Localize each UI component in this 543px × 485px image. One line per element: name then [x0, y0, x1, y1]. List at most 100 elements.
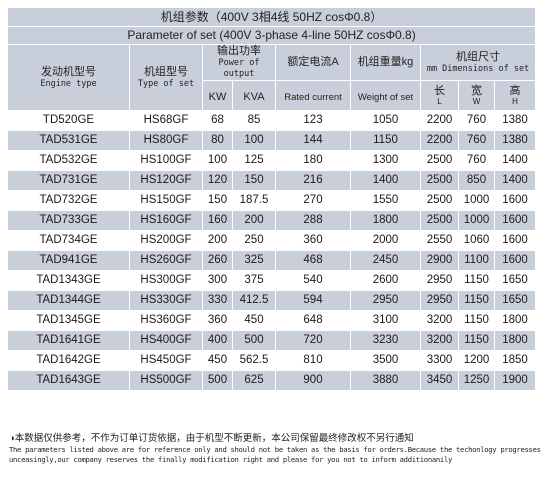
header-power-cn: 输出功率 [203, 45, 275, 58]
cell-rated-current: 540 [276, 271, 351, 291]
cell-engine-type: TAD941GE [8, 251, 130, 271]
cell-engine-type: TAD731GE [8, 171, 130, 191]
table-row: TAD1343GE HS300GF 300 375 540 2600 2950 1150 165… [8, 271, 535, 291]
header-kva: KVA [233, 81, 276, 111]
cell-width: 760 [459, 111, 495, 131]
cell-set-type: HS330GF [130, 291, 203, 311]
table-row: TAD733GE HS160GF 160 200 288 1800 2500 1000 1600 [8, 211, 535, 231]
cell-width: 1000 [459, 191, 495, 211]
cell-length: 2550 [421, 231, 459, 251]
cell-length: 2200 [421, 111, 459, 131]
cell-power-kw: 100 [203, 151, 233, 171]
cell-height: 1400 [495, 151, 535, 171]
header-set-en: Type of set [130, 79, 202, 90]
cell-rated-current: 648 [276, 311, 351, 331]
cell-length: 3450 [421, 371, 459, 391]
cell-set-type: HS68GF [130, 111, 203, 131]
cell-width: 1100 [459, 251, 495, 271]
cell-set-type: HS360GF [130, 311, 203, 331]
header-current-en: Rated current [276, 81, 351, 111]
cell-power-kva: 100 [233, 131, 276, 151]
cell-set-type: HS400GF [130, 331, 203, 351]
cell-engine-type: TAD1345GE [8, 311, 130, 331]
cell-power-kva: 325 [233, 251, 276, 271]
cell-height: 1650 [495, 291, 535, 311]
cell-power-kva: 187.5 [233, 191, 276, 211]
cell-weight: 2950 [351, 291, 421, 311]
cell-set-type: HS160GF [130, 211, 203, 231]
cell-length: 2500 [421, 151, 459, 171]
cell-set-type: HS260GF [130, 251, 203, 271]
table-title-cn: 机组参数（400V 3相4线 50HZ cosΦ0.8） [8, 8, 535, 27]
disclaimer-en-1: The parameters listed above are for refe… [9, 445, 539, 455]
cell-width: 760 [459, 131, 495, 151]
cell-power-kva: 562.5 [233, 351, 276, 371]
header-engine-cn: 发动机型号 [8, 66, 129, 79]
cell-power-kva: 500 [233, 331, 276, 351]
cell-length: 2950 [421, 271, 459, 291]
cell-width: 850 [459, 171, 495, 191]
cell-weight: 2600 [351, 271, 421, 291]
cell-height: 1900 [495, 371, 535, 391]
cell-rated-current: 123 [276, 111, 351, 131]
cell-power-kva: 625 [233, 371, 276, 391]
cell-power-kw: 120 [203, 171, 233, 191]
cell-power-kva: 375 [233, 271, 276, 291]
table-row: TAD1641GE HS400GF 400 500 720 3230 3200 1150 180… [8, 331, 535, 351]
cell-power-kw: 400 [203, 331, 233, 351]
cell-length: 2900 [421, 251, 459, 271]
cell-rated-current: 270 [276, 191, 351, 211]
cell-height: 1800 [495, 331, 535, 351]
cell-engine-type: TD520GE [8, 111, 130, 131]
cell-length: 2500 [421, 211, 459, 231]
table-row: TAD1344GE HS330GF 330 412.5 594 2950 2950 1150 1… [8, 291, 535, 311]
cell-power-kva: 200 [233, 211, 276, 231]
table-row: TAD734GE HS200GF 200 250 360 2000 2550 1060 1600 [8, 231, 535, 251]
cell-power-kva: 150 [233, 171, 276, 191]
title-row-cn: 机组参数（400V 3相4线 50HZ cosΦ0.8） [8, 8, 535, 27]
cell-rated-current: 468 [276, 251, 351, 271]
disclaimer-cn-line: ◑本数据仅供参考，不作为订单订货依据，由于机型不断更新，本公司保留最终修改权不另… [9, 432, 539, 445]
cell-rated-current: 720 [276, 331, 351, 351]
cell-engine-type: TAD1643GE [8, 371, 130, 391]
cell-weight: 1150 [351, 131, 421, 151]
parameter-sheet: 机组参数（400V 3相4线 50HZ cosΦ0.8） Parameter o… [8, 8, 535, 391]
cell-weight: 3100 [351, 311, 421, 331]
table-row: TAD531GE HS80GF 80 100 144 1150 2200 760 1380 [8, 131, 535, 151]
cell-width: 1150 [459, 311, 495, 331]
cell-rated-current: 900 [276, 371, 351, 391]
cell-width: 1150 [459, 271, 495, 291]
header-weight-cn: 机组重量kg [351, 45, 421, 81]
header-width: 宽 W [459, 81, 495, 111]
cell-power-kw: 300 [203, 271, 233, 291]
header-engine: 发动机型号 Engine type [8, 45, 130, 111]
cell-weight: 1550 [351, 191, 421, 211]
cell-weight: 1800 [351, 211, 421, 231]
header-dim-en: mm Dimensions of set [421, 64, 535, 75]
cell-rated-current: 144 [276, 131, 351, 151]
cell-set-type: HS100GF [130, 151, 203, 171]
cell-power-kw: 500 [203, 371, 233, 391]
cell-length: 2200 [421, 131, 459, 151]
cell-width: 760 [459, 151, 495, 171]
cell-rated-current: 594 [276, 291, 351, 311]
cell-set-type: HS120GF [130, 171, 203, 191]
cell-length: 3300 [421, 351, 459, 371]
cell-power-kw: 150 [203, 191, 233, 211]
header-set: 机组型号 Type of set [130, 45, 203, 111]
cell-power-kw: 68 [203, 111, 233, 131]
cell-height: 1850 [495, 351, 535, 371]
cell-length: 2500 [421, 191, 459, 211]
header-length: 长 L [421, 81, 459, 111]
header-set-cn: 机组型号 [130, 66, 202, 79]
cell-height: 1380 [495, 111, 535, 131]
cell-engine-type: TAD734GE [8, 231, 130, 251]
cell-weight: 3880 [351, 371, 421, 391]
header-power: 输出功率 Power of output [203, 45, 276, 81]
cell-engine-type: TAD732GE [8, 191, 130, 211]
cell-weight: 1400 [351, 171, 421, 191]
table-row: TAD941GE HS260GF 260 325 468 2450 2900 1100 1600 [8, 251, 535, 271]
cell-power-kw: 160 [203, 211, 233, 231]
cell-power-kw: 260 [203, 251, 233, 271]
cell-power-kva: 412.5 [233, 291, 276, 311]
